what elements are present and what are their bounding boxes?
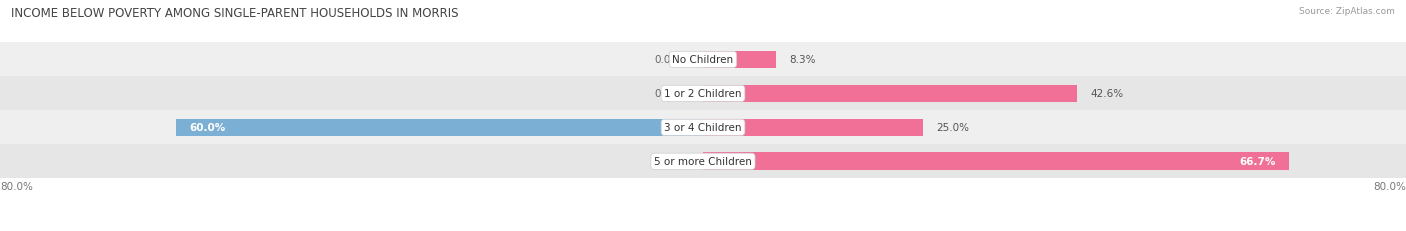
Bar — [703, 153, 1289, 170]
Text: 25.0%: 25.0% — [936, 123, 969, 133]
Text: INCOME BELOW POVERTY AMONG SINGLE-PARENT HOUSEHOLDS IN MORRIS: INCOME BELOW POVERTY AMONG SINGLE-PARENT… — [11, 7, 458, 20]
Text: 0.0%: 0.0% — [655, 157, 681, 167]
Text: 5 or more Children: 5 or more Children — [654, 157, 752, 167]
Text: 8.3%: 8.3% — [789, 55, 815, 65]
Text: Source: ZipAtlas.com: Source: ZipAtlas.com — [1299, 7, 1395, 16]
Text: 66.7%: 66.7% — [1240, 157, 1277, 167]
Text: 60.0%: 60.0% — [188, 123, 225, 133]
Text: 0.0%: 0.0% — [655, 55, 681, 65]
Bar — [0, 145, 1406, 179]
Bar — [0, 43, 1406, 77]
Text: No Children: No Children — [672, 55, 734, 65]
Text: 80.0%: 80.0% — [1374, 181, 1406, 191]
Bar — [703, 51, 776, 69]
Text: 1 or 2 Children: 1 or 2 Children — [664, 89, 742, 99]
Bar — [0, 111, 1406, 145]
Text: 42.6%: 42.6% — [1091, 89, 1123, 99]
Bar — [176, 119, 703, 137]
Bar — [703, 119, 922, 137]
Bar — [703, 85, 1077, 103]
Text: 3 or 4 Children: 3 or 4 Children — [664, 123, 742, 133]
Text: 80.0%: 80.0% — [0, 181, 32, 191]
Text: 0.0%: 0.0% — [655, 89, 681, 99]
Bar — [0, 77, 1406, 111]
